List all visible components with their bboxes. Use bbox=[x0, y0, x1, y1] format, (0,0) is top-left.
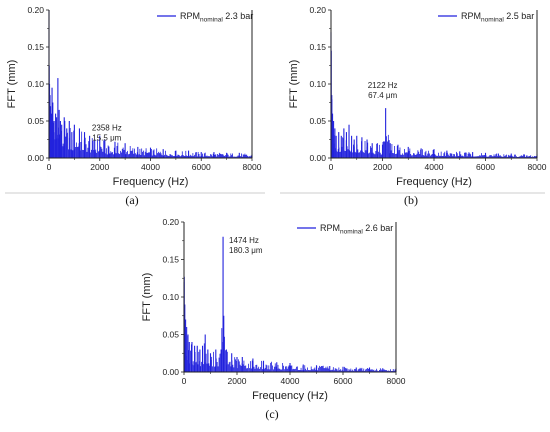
x-tick-label: 4000 bbox=[281, 376, 300, 386]
x-tick-label: 6000 bbox=[334, 376, 353, 386]
x-tick-label: 6000 bbox=[192, 162, 211, 172]
x-tick-label: 2000 bbox=[90, 162, 109, 172]
chart-panel-c: 0 2000 4000 6000 8000 0.00 0.05 0.10 0.15 0.20 Fre… bbox=[141, 217, 406, 421]
x-tick-label: 8000 bbox=[243, 162, 262, 172]
chart-panel-a: 0 2000 4000 6000 8000 0.00 0.05 0.10 0.15 0.20 Fre… bbox=[6, 5, 262, 207]
y-tick-label: 0.20 bbox=[309, 5, 326, 15]
x-axis-title: Frequency (Hz) bbox=[252, 390, 328, 402]
legend-name: RPM bbox=[180, 11, 200, 21]
annotation-line: 15.5 μm bbox=[92, 134, 121, 143]
y-tick-label: 0.15 bbox=[27, 42, 44, 52]
legend: RPMnominal 2.6 bar bbox=[297, 223, 393, 236]
legend-suffix: 2.3 bar bbox=[223, 11, 254, 21]
x-tick-label: 4000 bbox=[141, 162, 160, 172]
annotation-line: 67.4 μm bbox=[368, 91, 397, 100]
y-tick-label: 0.05 bbox=[309, 116, 326, 126]
legend-suffix: 2.6 bar bbox=[363, 223, 394, 233]
y-axis-title: FFT (mm) bbox=[6, 60, 18, 109]
x-tick-label: 0 bbox=[182, 376, 187, 386]
y-tick-label: 0.05 bbox=[27, 116, 44, 126]
x-tick-label: 6000 bbox=[476, 162, 495, 172]
legend-subscript: nominal bbox=[200, 17, 223, 24]
legend-subscript: nominal bbox=[481, 17, 504, 24]
y-tick-label: 0.15 bbox=[309, 42, 326, 52]
x-tick-label: 8000 bbox=[528, 162, 547, 172]
y-tick-label: 0.15 bbox=[162, 255, 179, 265]
y-tick-label: 0.20 bbox=[27, 5, 44, 15]
legend-label: RPMnominal 2.3 bar bbox=[180, 11, 253, 24]
panel-label: (c) bbox=[265, 407, 278, 421]
y-tick-label: 0.10 bbox=[162, 292, 179, 302]
spectrum-series bbox=[330, 32, 538, 158]
legend-subscript: nominal bbox=[340, 229, 363, 236]
legend: RPMnominal 2.5 bar bbox=[438, 11, 534, 24]
annotation-line: 2122 Hz bbox=[368, 81, 398, 90]
x-tick-label: 0 bbox=[329, 162, 334, 172]
legend: RPMnominal 2.3 bar bbox=[157, 11, 253, 24]
chart-panel-b: 0 2000 4000 6000 8000 0.00 0.05 0.10 0.15 0.20 Fre… bbox=[288, 5, 547, 207]
x-tick-label: 8000 bbox=[387, 376, 406, 386]
spectrum-series bbox=[183, 236, 397, 372]
x-tick-label: 2000 bbox=[228, 376, 247, 386]
y-tick-label: 0.05 bbox=[162, 330, 179, 340]
y-axis-title: FFT (mm) bbox=[288, 60, 300, 109]
y-tick-label: 0.00 bbox=[162, 367, 179, 377]
annotation-line: 180.3 μm bbox=[229, 246, 263, 255]
annotation-line: 2358 Hz bbox=[92, 124, 122, 133]
x-tick-label: 2000 bbox=[373, 162, 392, 172]
x-tick-label: 4000 bbox=[425, 162, 444, 172]
annotation-line: 1474 Hz bbox=[229, 236, 259, 245]
y-tick-label: 0.10 bbox=[309, 79, 326, 89]
y-tick-label: 0.10 bbox=[27, 79, 44, 89]
panel-label: (b) bbox=[404, 193, 418, 207]
panel-label: (a) bbox=[125, 193, 138, 207]
x-axis-title: Frequency (Hz) bbox=[113, 176, 189, 188]
legend-label: RPMnominal 2.6 bar bbox=[320, 223, 393, 236]
legend-name: RPM bbox=[320, 223, 340, 233]
legend-suffix: 2.5 bar bbox=[504, 11, 535, 21]
y-tick-label: 0.20 bbox=[162, 217, 179, 227]
legend-name: RPM bbox=[461, 11, 481, 21]
spectrum-series bbox=[48, 10, 253, 158]
y-tick-label: 0.00 bbox=[27, 153, 44, 163]
x-axis-title: Frequency (Hz) bbox=[396, 176, 472, 188]
y-axis-title: FFT (mm) bbox=[141, 273, 153, 322]
y-tick-label: 0.00 bbox=[309, 153, 326, 163]
legend-label: RPMnominal 2.5 bar bbox=[461, 11, 534, 24]
x-tick-label: 0 bbox=[47, 162, 52, 172]
